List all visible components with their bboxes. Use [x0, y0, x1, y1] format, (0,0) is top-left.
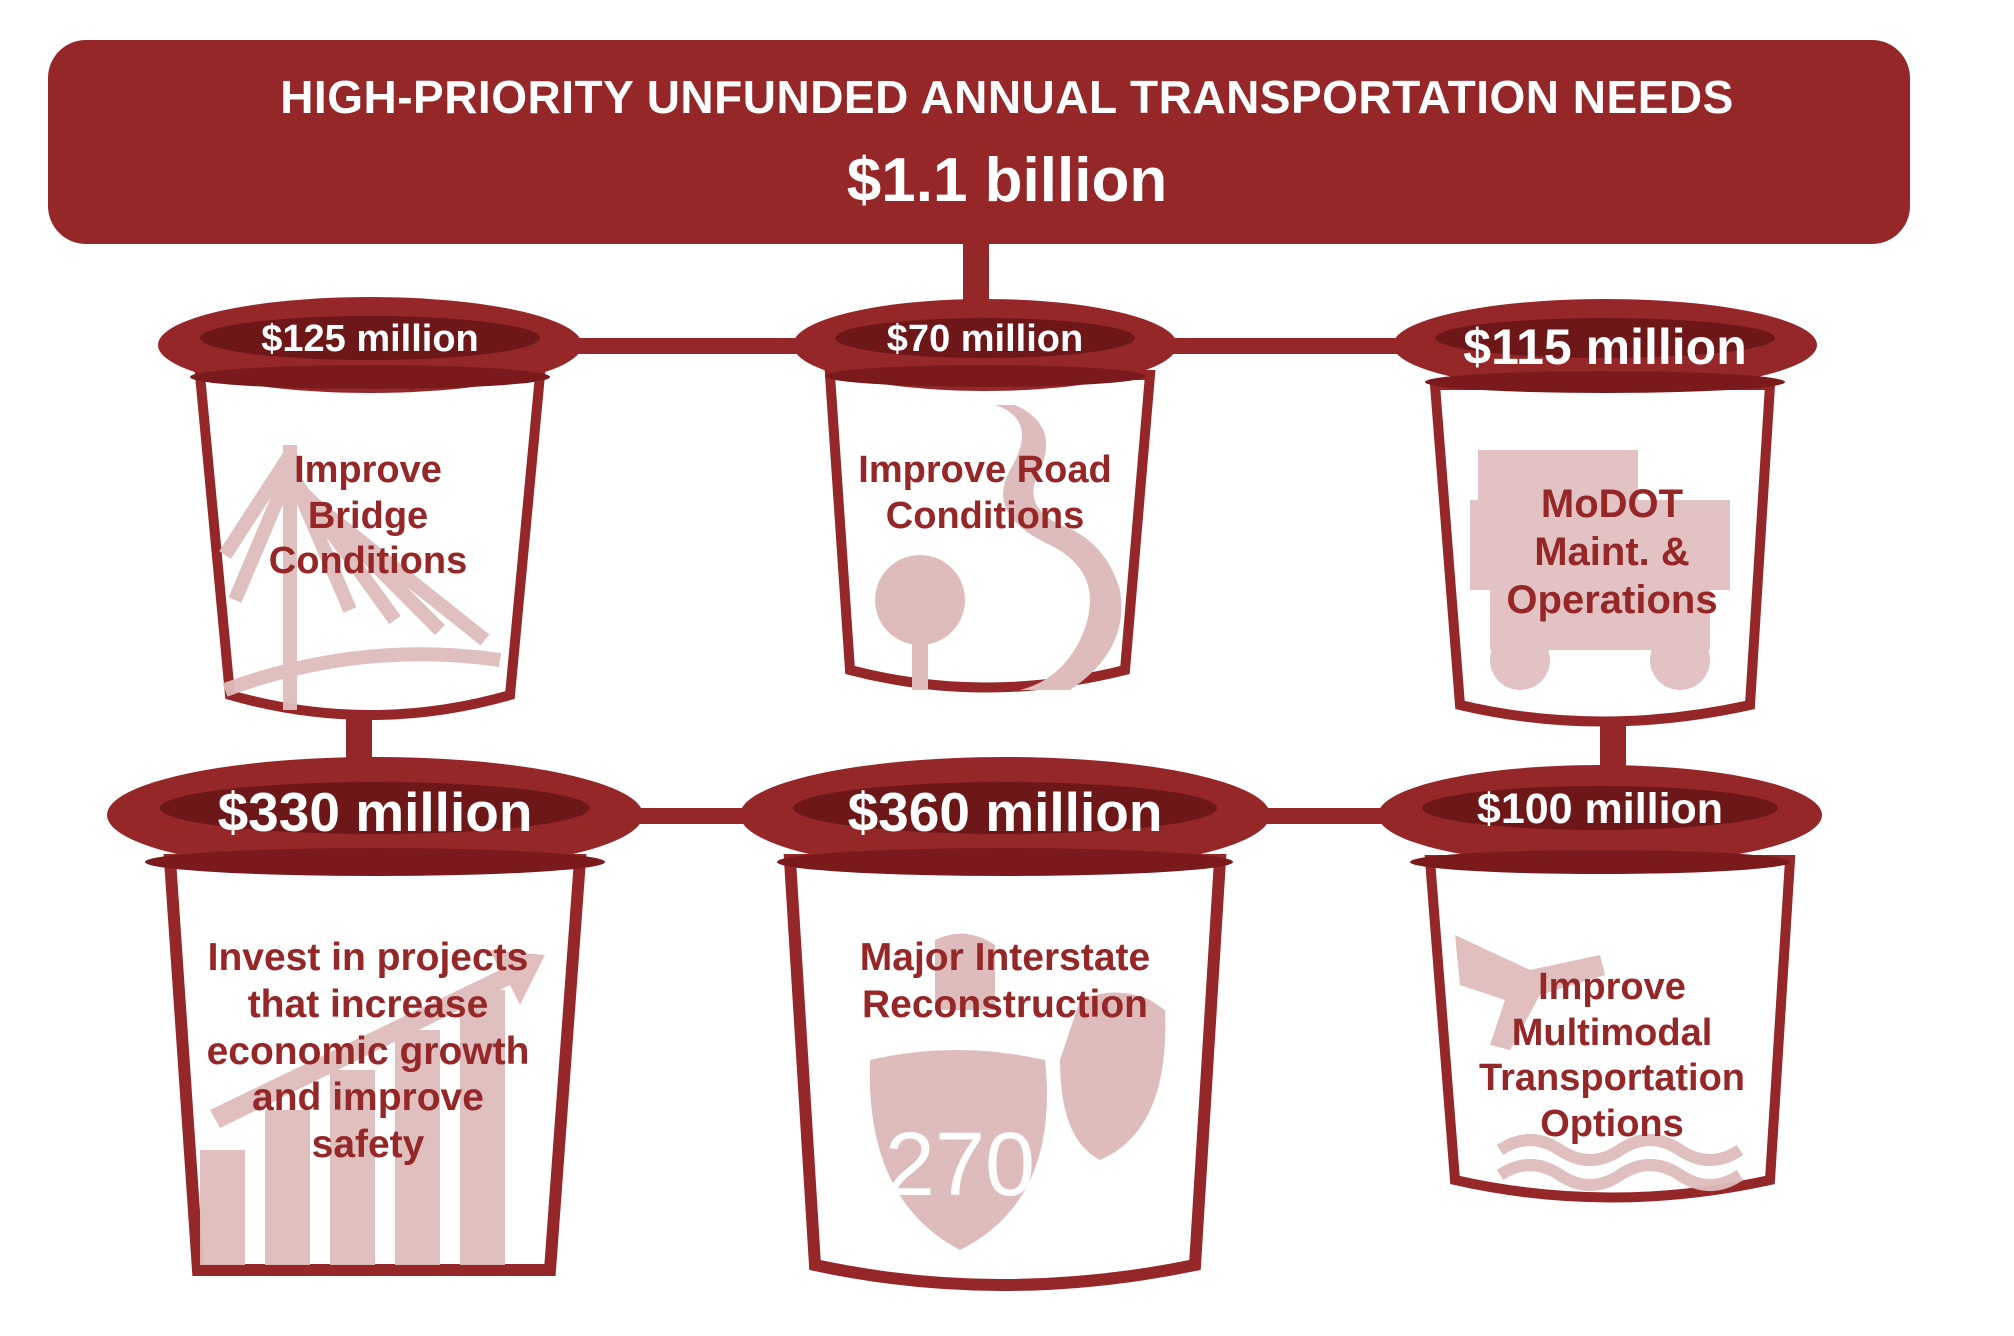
road-icon: [875, 405, 1122, 690]
bucket-label-maintenance: MoDOT Maint. & Operations: [1506, 482, 1718, 622]
multimodal-icon: [1455, 935, 1744, 1191]
bridge-icon: [219, 445, 501, 710]
bucket-amount-growth: $330 million: [217, 781, 533, 843]
bucket-growth: [107, 757, 643, 1276]
bucket-amount-interstate: $360 million: [847, 781, 1163, 843]
bucket-maintenance: [1393, 299, 1817, 727]
maintenance-vehicle-icon: [1470, 450, 1730, 690]
shield-number: 270: [885, 1115, 1035, 1215]
bucket-amount-multimodal: $100 million: [1476, 785, 1724, 833]
bucket-label-multimodal: Improve Multimodal Transportation Option…: [1478, 966, 1746, 1145]
header-title: HIGH-PRIORITY UNFUNDED ANNUAL TRANSPORTA…: [280, 71, 1734, 123]
bucket-interstate: 270: [740, 757, 1270, 1291]
bucket-multimodal: [1378, 765, 1822, 1203]
header-banner: [48, 40, 1910, 244]
bucket-label-bridge: Improve Bridge Conditions: [268, 449, 468, 583]
bucket-amount-road: $70 million: [886, 318, 1084, 360]
bucket-amount-bridge: $125 million: [261, 318, 479, 360]
bucket-amount-maintenance: $115 million: [1463, 319, 1747, 375]
growth-chart-icon: [200, 950, 545, 1265]
header-total: $1.1 billion: [846, 146, 1168, 215]
bucket-bridge: [158, 297, 582, 720]
bucket-label-growth: Invest in projects that increase economi…: [206, 936, 530, 1167]
bucket-label-road: Improve Road Conditions: [858, 449, 1112, 537]
interstate-shield-icon: [869, 933, 1166, 1250]
bucket-road: [793, 299, 1177, 693]
bucket-label-interstate: Major Interstate Reconstruction: [859, 936, 1151, 1026]
